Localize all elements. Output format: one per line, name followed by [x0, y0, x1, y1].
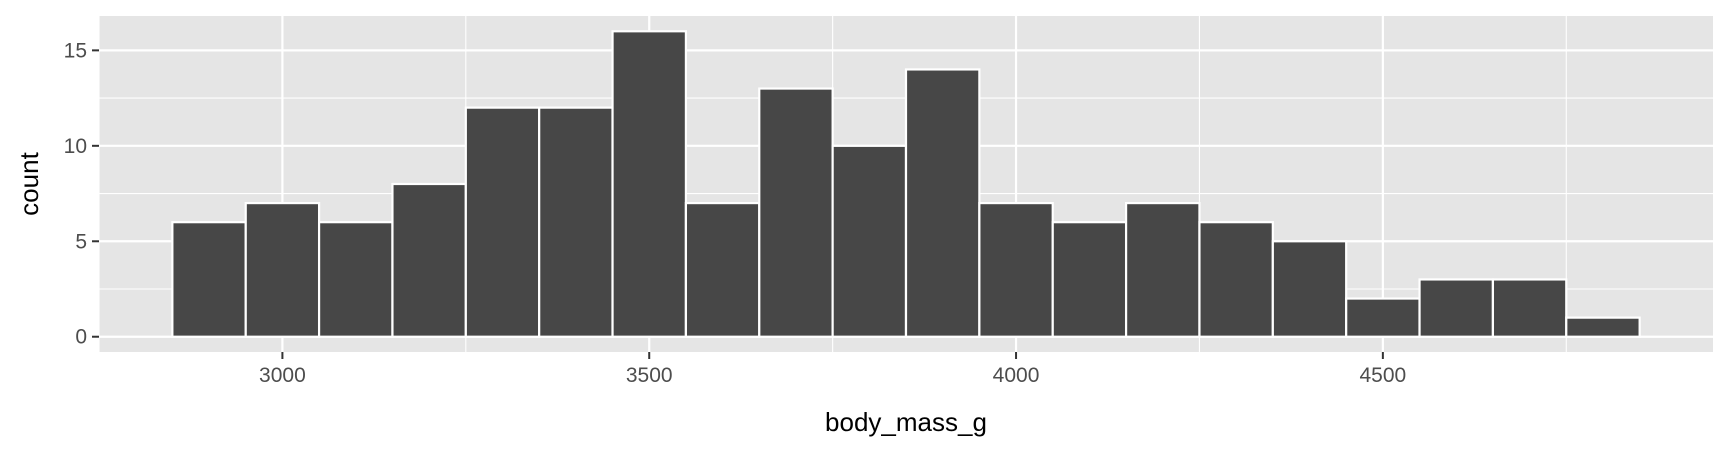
histogram-bar — [1124, 201, 1201, 338]
histogram-bar — [978, 201, 1054, 338]
histogram-bar — [831, 144, 908, 338]
x-tick-label: 3000 — [259, 364, 306, 387]
histogram-bar — [171, 221, 247, 338]
y-tick-label: 0 — [75, 326, 87, 349]
x-tick-label: 3500 — [626, 364, 673, 387]
histogram-bar — [1491, 278, 1568, 338]
y-tick-label: 5 — [75, 230, 87, 253]
histogram-bar — [1271, 240, 1348, 338]
histogram-bar — [684, 201, 761, 338]
histogram-bars — [171, 30, 1641, 338]
x-axis: 3000 3500 4000 4500 — [259, 352, 1406, 387]
histogram-bar — [758, 87, 834, 338]
histogram-bar — [1345, 297, 1421, 338]
histogram-bar — [904, 68, 981, 338]
y-axis: 0 5 10 15 — [64, 39, 99, 349]
histogram-bar — [1051, 221, 1128, 338]
x-axis-title: body_mass_g — [825, 407, 987, 437]
histogram-bar — [1198, 221, 1274, 338]
x-tick-label: 4500 — [1360, 364, 1407, 387]
histogram-bar — [611, 30, 688, 338]
x-tick-label: 4000 — [993, 364, 1040, 387]
histogram-bar — [317, 221, 394, 338]
histogram-bar — [464, 106, 541, 338]
y-tick-label: 15 — [64, 39, 87, 62]
y-tick-label: 10 — [64, 135, 87, 158]
histogram-bar — [1565, 316, 1641, 338]
histogram-bar — [391, 182, 467, 338]
histogram-bar — [1418, 278, 1495, 338]
histogram-bar — [538, 106, 614, 338]
y-axis-title: count — [14, 151, 44, 215]
histogram-bar — [244, 201, 321, 338]
